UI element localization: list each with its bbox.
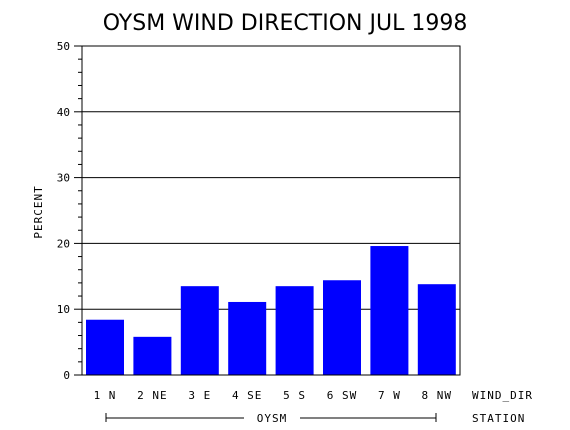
plot-frame [81,45,461,376]
bars [86,246,456,375]
station-group-bracket [105,413,437,422]
y-axis: 0 10 20 30 40 50 [57,40,82,382]
bar [323,280,361,375]
chart-title: OYSM WIND DIRECTION JUL 1998 [103,11,468,36]
x-tick-label: 6 SW [327,389,358,402]
y-axis-label: PERCENT [32,185,45,238]
x-axis-label: WIND_DIR [472,389,533,402]
y-tick-label: 20 [57,237,70,250]
y-tick-label: 10 [57,303,70,316]
bar [275,286,314,375]
y-tick-label: 40 [57,106,70,119]
x-tick-label: 1 N [94,389,117,402]
x-tick-label: 5 S [283,389,306,402]
bar [228,301,267,375]
x-tick-label: 8 NW [422,389,453,402]
x-tick-label: 7 W [378,389,401,402]
x-tick-label: 2 NE [137,389,168,402]
station-axis-label: STATION [472,412,525,425]
y-tick-label: 0 [63,369,70,382]
y-tick-label: 30 [57,172,70,185]
y-tick-label: 50 [57,40,70,53]
x-tick-label: 4 SE [232,389,263,402]
bar [180,286,219,375]
bar [417,284,456,375]
bar [86,319,124,375]
x-axis: 1 N 2 NE 3 E 4 SE 5 S 6 SW 7 W 8 NW [94,389,453,402]
bar [133,336,172,375]
x-tick-label: 3 E [188,389,211,402]
station-group-label: OYSM [257,412,288,425]
bar [370,246,409,375]
